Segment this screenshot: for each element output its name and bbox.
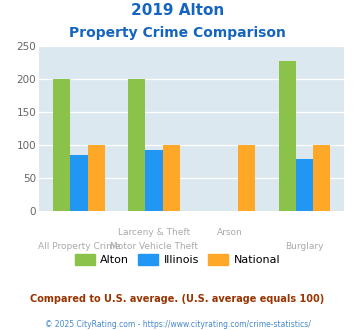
Bar bbox=[70, 155, 88, 211]
Text: © 2025 CityRating.com - https://www.cityrating.com/crime-statistics/: © 2025 CityRating.com - https://www.city… bbox=[45, 320, 310, 329]
Bar bbox=[88, 145, 105, 211]
Text: Compared to U.S. average. (U.S. average equals 100): Compared to U.S. average. (U.S. average … bbox=[31, 294, 324, 304]
Bar bbox=[279, 61, 296, 211]
Legend: Alton, Illinois, National: Alton, Illinois, National bbox=[70, 250, 285, 270]
Text: All Property Crime: All Property Crime bbox=[38, 242, 120, 251]
Bar bbox=[238, 145, 255, 211]
Text: Property Crime Comparison: Property Crime Comparison bbox=[69, 26, 286, 40]
Bar bbox=[128, 79, 146, 211]
Bar bbox=[53, 79, 70, 211]
Text: Motor Vehicle Theft: Motor Vehicle Theft bbox=[110, 242, 198, 251]
Text: Burglary: Burglary bbox=[285, 242, 324, 251]
Text: Larceny & Theft: Larceny & Theft bbox=[118, 228, 190, 237]
Text: Arson: Arson bbox=[217, 228, 242, 237]
Bar bbox=[296, 159, 313, 211]
Bar bbox=[146, 150, 163, 211]
Text: 2019 Alton: 2019 Alton bbox=[131, 3, 224, 18]
Bar bbox=[313, 145, 331, 211]
Bar bbox=[163, 145, 180, 211]
